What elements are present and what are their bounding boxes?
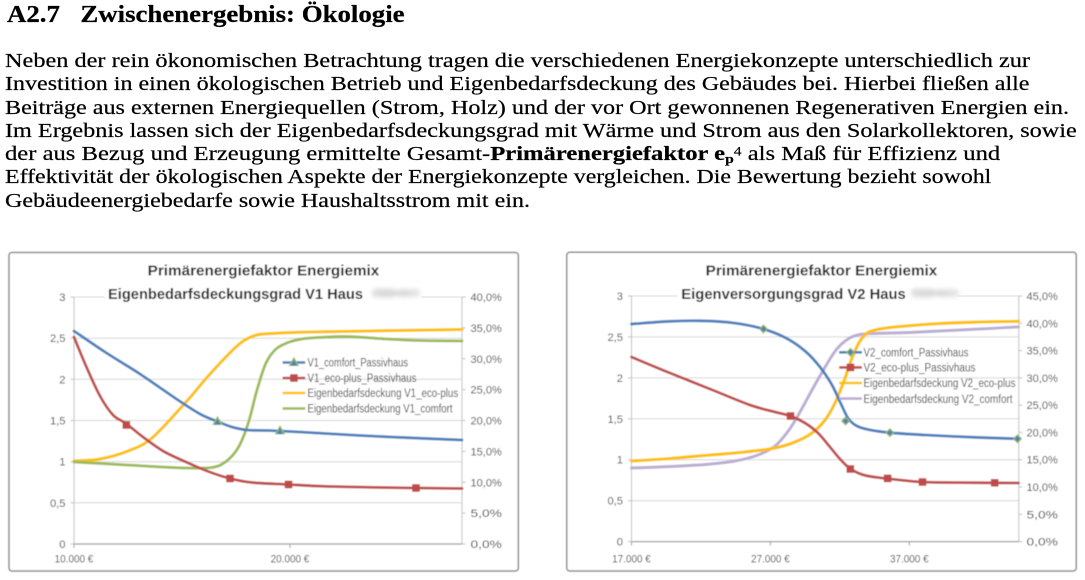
svg-text:V1_comfort_Passivhaus: V1_comfort_Passivhaus bbox=[308, 358, 409, 370]
svg-text:20.000 €: 20.000 € bbox=[271, 554, 310, 566]
svg-text:45,0%: 45,0% bbox=[1027, 291, 1058, 303]
svg-text:40,0%: 40,0% bbox=[471, 292, 502, 304]
svg-text:0,0%: 0,0% bbox=[1027, 537, 1058, 549]
svg-text:1,5: 1,5 bbox=[607, 414, 623, 426]
svg-text:3: 3 bbox=[617, 291, 623, 303]
svg-text:17.000 €: 17.000 € bbox=[612, 554, 651, 566]
svg-text:40,0%: 40,0% bbox=[1027, 318, 1058, 330]
svg-text:30,0%: 30,0% bbox=[471, 354, 502, 366]
svg-text:V1_eco-plus_Passivhaus: V1_eco-plus_Passivhaus bbox=[308, 373, 417, 385]
svg-text:Eigenbedarfsdeckung V1_eco-plu: Eigenbedarfsdeckung V1_eco-plus bbox=[308, 388, 459, 400]
svg-text:Eigenbedarfsdeckung V2_eco-plu: Eigenbedarfsdeckung V2_eco-plus bbox=[864, 378, 1016, 390]
svg-text:2: 2 bbox=[617, 373, 623, 385]
svg-text:10,0%: 10,0% bbox=[471, 477, 502, 489]
svg-text:35,0%: 35,0% bbox=[1027, 346, 1058, 358]
svg-text:2,5: 2,5 bbox=[607, 332, 623, 344]
svg-text:Primärenergiefaktor Energiemix: Primärenergiefaktor Energiemix bbox=[148, 263, 380, 280]
svg-text:37.000 €: 37.000 € bbox=[890, 554, 929, 566]
svg-text:20,0%: 20,0% bbox=[1027, 427, 1058, 439]
svg-text:Eigenbedarfsdeckungsgrad V1 Ha: Eigenbedarfsdeckungsgrad V1 Haus bbox=[108, 286, 363, 303]
svg-text:20,0%: 20,0% bbox=[471, 416, 502, 428]
svg-text:30,0%: 30,0% bbox=[1027, 373, 1058, 385]
svg-text:0: 0 bbox=[617, 537, 623, 549]
svg-text:15,0%: 15,0% bbox=[1027, 455, 1058, 467]
svg-text:2,5: 2,5 bbox=[50, 333, 66, 345]
svg-text:0,5: 0,5 bbox=[50, 498, 66, 510]
svg-text:10,0%: 10,0% bbox=[1027, 482, 1058, 494]
svg-text:25,0%: 25,0% bbox=[1027, 400, 1058, 412]
svg-text:10.000 €: 10.000 € bbox=[55, 554, 94, 566]
svg-text:Eigenbedarfsdeckung V2_comfort: Eigenbedarfsdeckung V2_comfort bbox=[864, 394, 1014, 406]
svg-text:1: 1 bbox=[59, 457, 65, 469]
svg-text:0,5: 0,5 bbox=[607, 496, 623, 508]
svg-text:35,0%: 35,0% bbox=[471, 323, 502, 335]
svg-text:0: 0 bbox=[59, 539, 65, 551]
svg-text:2: 2 bbox=[59, 374, 65, 386]
svg-text:Eigenversorgungsgrad V2 Haus: Eigenversorgungsgrad V2 Haus bbox=[681, 286, 906, 303]
svg-text:5,0%: 5,0% bbox=[471, 508, 502, 520]
svg-text:Primärenergiefaktor Energiemix: Primärenergiefaktor Energiemix bbox=[706, 263, 938, 280]
svg-text:1: 1 bbox=[617, 455, 623, 467]
svg-text:15,0%: 15,0% bbox=[471, 446, 502, 458]
svg-text:Eigenbedarfsdeckung V1_comfort: Eigenbedarfsdeckung V1_comfort bbox=[308, 404, 454, 416]
svg-text:0,0%: 0,0% bbox=[471, 539, 502, 551]
svg-text:V2_eco-plus_Passivhaus: V2_eco-plus_Passivhaus bbox=[864, 363, 976, 375]
svg-text:3: 3 bbox=[59, 292, 65, 304]
svg-text:25,0%: 25,0% bbox=[471, 385, 502, 397]
svg-text:5,0%: 5,0% bbox=[1027, 509, 1058, 521]
svg-text:1,5: 1,5 bbox=[50, 416, 66, 428]
svg-text:27.000 €: 27.000 € bbox=[751, 554, 790, 566]
svg-text:V2_comfort_Passivhaus: V2_comfort_Passivhaus bbox=[864, 348, 969, 360]
